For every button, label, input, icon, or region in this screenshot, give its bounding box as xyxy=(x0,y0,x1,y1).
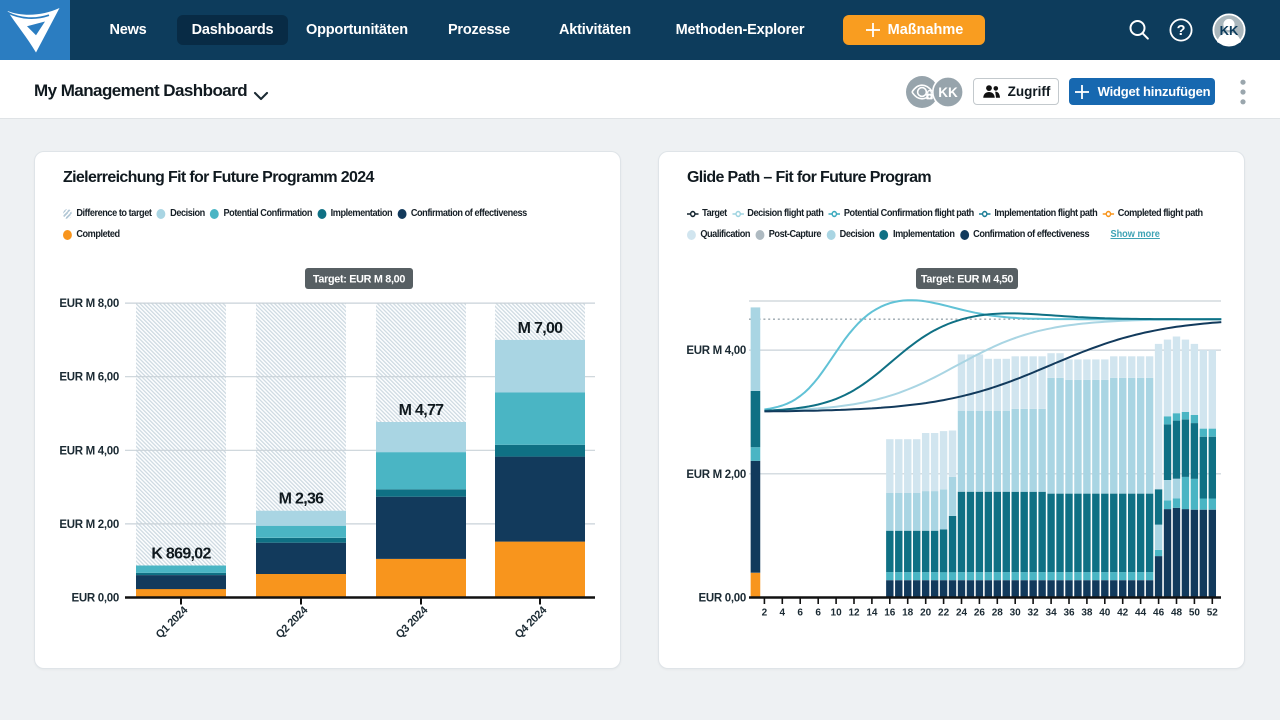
svg-text:6: 6 xyxy=(797,608,803,619)
svg-text:EUR M 8,00: EUR M 8,00 xyxy=(59,298,119,310)
svg-text:KK: KK xyxy=(1220,23,1239,38)
svg-text:36: 36 xyxy=(1063,608,1075,619)
svg-text:46: 46 xyxy=(1153,608,1165,619)
svg-text:Target: EUR M 4,50: Target: EUR M 4,50 xyxy=(921,274,1013,286)
svg-text:EUR M 2,00: EUR M 2,00 xyxy=(686,469,746,481)
svg-text:EUR M 4,00: EUR M 4,00 xyxy=(686,345,746,357)
svg-text:Q4 2024: Q4 2024 xyxy=(513,604,550,641)
svg-text:M 2,36: M 2,36 xyxy=(279,491,325,508)
svg-text:28: 28 xyxy=(992,608,1004,619)
svg-text:24: 24 xyxy=(956,608,968,619)
svg-text:Q1 2024: Q1 2024 xyxy=(154,604,191,641)
svg-text:KK: KK xyxy=(938,85,958,100)
svg-text:K 869,02: K 869,02 xyxy=(151,546,211,563)
svg-text:10: 10 xyxy=(831,608,843,619)
svg-text:52: 52 xyxy=(1207,608,1219,619)
svg-text:M 7,00: M 7,00 xyxy=(518,320,564,337)
svg-text:34: 34 xyxy=(1046,608,1058,619)
svg-text:Target: EUR M 8,00: Target: EUR M 8,00 xyxy=(313,274,405,286)
svg-text:48: 48 xyxy=(1171,608,1183,619)
svg-text:20: 20 xyxy=(920,608,932,619)
svg-text:16: 16 xyxy=(884,608,896,619)
svg-text:EUR 0,00: EUR 0,00 xyxy=(699,593,746,605)
svg-text:18: 18 xyxy=(902,608,914,619)
svg-text:EUR M 4,00: EUR M 4,00 xyxy=(59,445,119,457)
svg-text:6: 6 xyxy=(815,608,821,619)
svg-text:32: 32 xyxy=(1028,608,1040,619)
svg-text:?: ? xyxy=(1177,23,1186,39)
svg-text:42: 42 xyxy=(1117,608,1129,619)
svg-text:4: 4 xyxy=(780,608,786,619)
svg-text:Q2 2024: Q2 2024 xyxy=(274,604,311,641)
svg-text:40: 40 xyxy=(1099,608,1111,619)
svg-text:44: 44 xyxy=(1135,608,1147,619)
svg-text:Q3 2024: Q3 2024 xyxy=(394,604,431,641)
svg-text:50: 50 xyxy=(1189,608,1201,619)
svg-text:M 4,77: M 4,77 xyxy=(399,402,445,419)
svg-text:EUR M 6,00: EUR M 6,00 xyxy=(59,372,119,384)
svg-text:26: 26 xyxy=(974,608,986,619)
svg-text:12: 12 xyxy=(848,608,860,619)
svg-text:14: 14 xyxy=(866,608,878,619)
svg-text:EUR M 2,00: EUR M 2,00 xyxy=(59,519,119,531)
svg-text:30: 30 xyxy=(1010,608,1022,619)
svg-text:38: 38 xyxy=(1081,608,1093,619)
svg-text:2: 2 xyxy=(762,608,768,619)
svg-text:EUR 0,00: EUR 0,00 xyxy=(72,593,119,605)
svg-text:22: 22 xyxy=(938,608,950,619)
